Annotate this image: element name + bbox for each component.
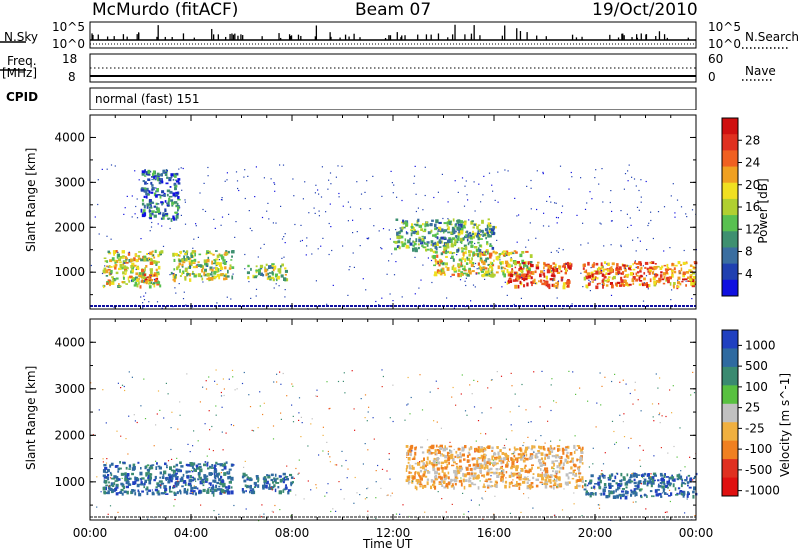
colorbar-segment	[722, 182, 738, 200]
freq-tick-top: 18	[62, 52, 78, 66]
power-panel	[90, 164, 698, 311]
colorbar-tick-label: 4	[745, 267, 753, 281]
cpid-label: CPID	[6, 90, 39, 104]
nave-tick-bottom: 0	[708, 70, 716, 84]
colorbar-segment	[722, 348, 738, 368]
freq-trace	[90, 67, 696, 77]
colorbar-tick-label: 8	[745, 245, 753, 259]
beam-title: Beam 07	[355, 0, 432, 20]
noise-tick-bottom-left: 10^0	[52, 37, 85, 51]
colorbar-segment	[722, 385, 738, 405]
noise-trace	[90, 24, 696, 45]
colorbar-segment	[722, 150, 738, 168]
colorbar-segment	[722, 440, 738, 460]
noise-tick-top-right: 10^5	[708, 20, 741, 34]
x-tick-label: 12:00	[376, 526, 411, 540]
freq-label: Freq.	[7, 54, 37, 68]
velocity-panel	[90, 369, 698, 522]
colorbar-segment	[722, 477, 738, 497]
y-tick-label: 4000	[54, 130, 85, 144]
nave-tick-top: 60	[708, 52, 724, 66]
date-title: 19/Oct/2010	[592, 0, 698, 20]
nsearch-label: N.Search	[745, 30, 800, 44]
colorbar-tick-label: -1000	[745, 484, 780, 498]
colorbar-segment	[722, 263, 738, 281]
nave-label: Nave	[745, 64, 776, 78]
colorbar-tick-label: -100	[745, 442, 772, 456]
freq-tick-bottom: 8	[68, 70, 76, 84]
noise-tick-bottom-right: 10^0	[708, 37, 741, 51]
colorbar-tick-label: 16	[745, 200, 760, 214]
colorbar-tick-label: -25	[745, 421, 765, 435]
colorbar-tick-label: 1000	[745, 338, 776, 352]
y-tick-label: 2000	[54, 428, 85, 442]
colorbar-segment	[722, 279, 738, 297]
x-tick-label: 00:00	[73, 526, 108, 540]
x-tick-label: 16:00	[477, 526, 512, 540]
colorbar-tick-label: 28	[745, 133, 760, 147]
colorbar-segment	[722, 198, 738, 216]
colorbar-segment	[722, 366, 738, 386]
colorbar-tick-label: -500	[745, 463, 772, 477]
freq-unit-label: [MHz]	[2, 66, 38, 80]
colorbar-tick-label: 24	[745, 156, 760, 170]
velocity-ylabel: Slant Range [km]	[24, 365, 38, 470]
colorbar-tick-label: 25	[745, 401, 760, 415]
colorbar-segment	[722, 231, 738, 248]
cpid-panel-frame	[89, 87, 697, 110]
x-tick-label: 04:00	[174, 526, 209, 540]
colorbar-tick-label: 500	[745, 359, 768, 373]
colorbar-segment	[722, 403, 738, 423]
colorbar-tick-label: 20	[745, 178, 760, 192]
noise-tick-top-left: 10^5	[52, 20, 85, 34]
colorbar-segment	[722, 422, 738, 442]
cpid-value: normal (fast) 151	[95, 92, 200, 106]
colorbar-segment	[722, 118, 738, 135]
colorbar-tick-label: 12	[745, 222, 760, 236]
nsky-label: N.Sky	[4, 30, 39, 44]
colorbar-segment	[722, 330, 738, 349]
y-tick-label: 3000	[54, 175, 85, 189]
colorbar-segment	[722, 215, 738, 232]
y-tick-label: 1000	[54, 265, 85, 279]
colorbar-tick-label: 100	[745, 380, 768, 394]
colorbar-segment	[722, 166, 738, 184]
top-status-panels	[0, 21, 788, 110]
colorbar-segment	[722, 459, 738, 479]
colorbar-segment	[722, 247, 738, 265]
velocity-colorbar-label: Velocity [m s^-1]	[778, 372, 792, 478]
y-tick-label: 4000	[54, 335, 85, 349]
x-tick-label: 00:00	[679, 526, 714, 540]
x-tick-label: 20:00	[578, 526, 613, 540]
time-xlabel: Time UT	[363, 537, 413, 551]
y-tick-label: 3000	[54, 382, 85, 396]
y-tick-label: 1000	[54, 475, 85, 489]
x-tick-label: 08:00	[275, 526, 310, 540]
power-colorbar-label: Power [dB]	[756, 178, 770, 244]
axes-layer: 4000 3000 2000 1000 28 24 20 16 12 8 4 4000 3000 2000…	[54, 114, 780, 540]
noise-panel-frame	[89, 21, 697, 49]
colorbar-segment	[722, 134, 738, 151]
station-title: McMurdo (fitACF)	[92, 0, 239, 20]
y-tick-label: 2000	[54, 220, 85, 234]
power-ylabel: Slant Range [km]	[24, 147, 38, 252]
